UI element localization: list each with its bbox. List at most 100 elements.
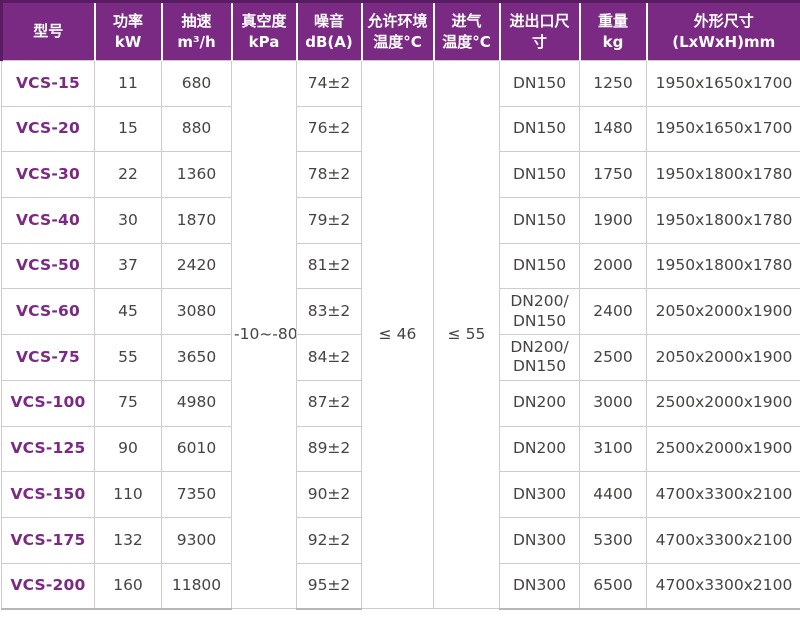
table-row: VCS-50 37 2420 81±2 DN150 2000 1950x1800… xyxy=(1,242,800,290)
spec-table: 型号 功率 kW 抽速 m³/h 真空度 kPa 噪音 dB(A) 允许环境 温… xyxy=(0,0,800,610)
table-header: 型号 功率 kW 抽速 m³/h 真空度 kPa 噪音 dB(A) 允许环境 温… xyxy=(0,0,800,61)
cell-power: 160 xyxy=(94,562,162,610)
table-row: VCS-20 15 880 76±2 DN150 1480 1950x1650x… xyxy=(1,105,800,153)
cell-port: DN200 xyxy=(499,425,580,473)
col-header-noise: 噪音 dB(A) xyxy=(295,0,363,61)
cell-speed: 3650 xyxy=(161,334,232,381)
cell-dimensions: 1950x1800x1780 xyxy=(646,242,800,290)
cell-weight: 5300 xyxy=(579,516,647,564)
cell-speed: 9300 xyxy=(161,516,232,564)
cell-model: VCS-20 xyxy=(1,105,95,153)
cell-model: VCS-50 xyxy=(1,242,95,290)
cell-weight: 1250 xyxy=(579,60,647,107)
cell-speed: 6010 xyxy=(161,425,232,473)
cell-noise: 95±2 xyxy=(296,562,362,610)
cell-weight: 2400 xyxy=(579,288,647,336)
cell-dimensions: 4700x3300x2100 xyxy=(646,516,800,564)
table-row: VCS-15 11 680 -10~-80 74±2 ≤ 46 ≤ 55 DN1… xyxy=(1,59,800,610)
cell-dimensions: 2500x2000x1900 xyxy=(646,379,800,427)
col-header-dimensions: 外形尺寸 (LxWxH)mm xyxy=(645,0,800,61)
cell-model: VCS-175 xyxy=(1,516,95,564)
cell-model: VCS-40 xyxy=(1,197,95,244)
cell-noise: 89±2 xyxy=(296,425,362,473)
col-header-speed: 抽速 m³/h xyxy=(160,0,233,61)
table-row: VCS-30 22 1360 78±2 DN150 1750 1950x1800… xyxy=(1,151,800,199)
cell-power: 30 xyxy=(94,197,162,244)
cell-dimensions: 4700x3300x2100 xyxy=(646,471,800,518)
cell-speed: 3080 xyxy=(161,288,232,336)
cell-noise: 74±2 xyxy=(296,60,362,107)
cell-model: VCS-30 xyxy=(1,151,95,199)
cell-port: DN300 xyxy=(499,471,580,518)
cell-model: VCS-100 xyxy=(1,379,95,427)
cell-power: 132 xyxy=(94,516,162,564)
cell-vacuum-merged: -10~-80 xyxy=(231,59,297,610)
cell-dimensions: 1950x1800x1780 xyxy=(646,151,800,199)
cell-dimensions: 1950x1650x1700 xyxy=(646,105,800,153)
cell-power: 55 xyxy=(94,334,162,381)
cell-weight: 3100 xyxy=(579,425,647,473)
cell-dimensions: 2050x2000x1900 xyxy=(646,288,800,336)
col-header-vacuum: 真空度 kPa xyxy=(230,0,298,61)
cell-noise: 79±2 xyxy=(296,197,362,244)
table-row: VCS-100 75 4980 87±2 DN200 3000 2500x200… xyxy=(1,379,800,427)
cell-port: DN150 xyxy=(499,105,580,153)
cell-noise: 92±2 xyxy=(296,516,362,564)
cell-port: DN150 xyxy=(499,242,580,290)
cell-power: 110 xyxy=(94,471,162,518)
cell-model: VCS-150 xyxy=(1,471,95,518)
cell-dimensions: 1950x1800x1780 xyxy=(646,197,800,244)
cell-ambient-temp-merged: ≤ 46 xyxy=(361,59,434,610)
cell-port: DN200 xyxy=(499,379,580,427)
cell-weight: 2000 xyxy=(579,242,647,290)
cell-dimensions: 1950x1650x1700 xyxy=(646,60,800,107)
cell-speed: 11800 xyxy=(161,562,232,610)
cell-power: 37 xyxy=(94,242,162,290)
cell-dimensions: 2500x2000x1900 xyxy=(646,425,800,473)
cell-speed: 680 xyxy=(161,60,232,107)
cell-port: DN150 xyxy=(499,60,580,107)
cell-weight: 3000 xyxy=(579,379,647,427)
cell-power: 90 xyxy=(94,425,162,473)
cell-speed: 4980 xyxy=(161,379,232,427)
cell-port: DN150 xyxy=(499,197,580,244)
cell-noise: 87±2 xyxy=(296,379,362,427)
cell-noise: 76±2 xyxy=(296,105,362,153)
cell-port: DN150 xyxy=(499,151,580,199)
col-header-model: 型号 xyxy=(0,0,96,61)
table-row: VCS-150 110 7350 90±2 DN300 4400 4700x33… xyxy=(1,471,800,518)
col-header-intake-temp: 进气 温度°C xyxy=(432,0,501,61)
cell-noise: 84±2 xyxy=(296,334,362,381)
cell-noise: 83±2 xyxy=(296,288,362,336)
cell-port: DN300 xyxy=(499,516,580,564)
cell-dimensions: 4700x3300x2100 xyxy=(646,562,800,610)
col-header-weight: 重量 kg xyxy=(578,0,648,61)
cell-noise: 90±2 xyxy=(296,471,362,518)
cell-speed: 1870 xyxy=(161,197,232,244)
col-header-port-size: 进出口尺 寸 xyxy=(498,0,581,61)
cell-weight: 2500 xyxy=(579,334,647,381)
cell-power: 15 xyxy=(94,105,162,153)
cell-weight: 6500 xyxy=(579,562,647,610)
cell-speed: 1360 xyxy=(161,151,232,199)
cell-power: 75 xyxy=(94,379,162,427)
cell-noise: 78±2 xyxy=(296,151,362,199)
cell-speed: 880 xyxy=(161,105,232,153)
table-row: VCS-40 30 1870 79±2 DN150 1900 1950x1800… xyxy=(1,197,800,244)
table-row: VCS-60 45 3080 83±2 DN200/ DN150 2400 20… xyxy=(1,288,800,336)
header-row: 型号 功率 kW 抽速 m³/h 真空度 kPa 噪音 dB(A) 允许环境 温… xyxy=(0,0,800,61)
table-body: VCS-15 11 680 -10~-80 74±2 ≤ 46 ≤ 55 DN1… xyxy=(1,59,800,610)
cell-power: 22 xyxy=(94,151,162,199)
cell-intake-temp-merged: ≤ 55 xyxy=(433,59,500,610)
table-row: VCS-200 160 11800 95±2 DN300 6500 4700x3… xyxy=(1,562,800,610)
cell-speed: 7350 xyxy=(161,471,232,518)
cell-model: VCS-200 xyxy=(1,562,95,610)
cell-speed: 2420 xyxy=(161,242,232,290)
table-row: VCS-125 90 6010 89±2 DN200 3100 2500x200… xyxy=(1,425,800,473)
col-header-power: 功率 kW xyxy=(93,0,163,61)
cell-port: DN300 xyxy=(499,562,580,610)
cell-port: DN200/ DN150 xyxy=(499,334,580,381)
cell-port: DN200/ DN150 xyxy=(499,288,580,336)
cell-model: VCS-125 xyxy=(1,425,95,473)
